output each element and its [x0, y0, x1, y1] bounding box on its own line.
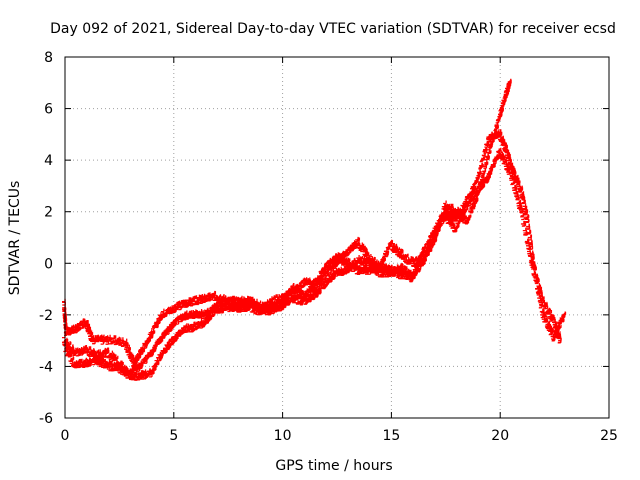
y-tick-label: 2: [44, 205, 53, 221]
y-tick-label: 8: [44, 50, 53, 66]
y-tick-label: 4: [44, 153, 53, 169]
chart-title: Day 092 of 2021, Sidereal Day-to-day VTE…: [50, 21, 616, 37]
x-tick-label: 20: [491, 428, 509, 444]
y-tick-label: 0: [44, 256, 53, 272]
series-track-b: [62, 147, 567, 381]
plot-frame: [64, 56, 610, 419]
y-tick-label: -4: [39, 359, 53, 375]
x-axis-label: GPS time / hours: [275, 458, 392, 474]
y-tick-label: -2: [39, 308, 53, 324]
data-points: [62, 78, 567, 381]
x-tick-label: 5: [169, 428, 178, 444]
x-tick-label: 15: [382, 428, 400, 444]
x-tick-label: 10: [274, 428, 292, 444]
x-tick-label: 0: [61, 428, 70, 444]
series-marks: [62, 147, 567, 381]
x-tick-label: 25: [600, 428, 618, 444]
y-axis-label: SDTVAR / TECUs: [7, 181, 23, 296]
y-tick-label: 6: [44, 102, 53, 118]
series-track-c: [62, 129, 562, 378]
y-tick-label: -6: [39, 411, 53, 427]
series-marks: [62, 129, 562, 378]
x-axis-ticks: 0 5 10 15 20 25: [61, 57, 618, 444]
